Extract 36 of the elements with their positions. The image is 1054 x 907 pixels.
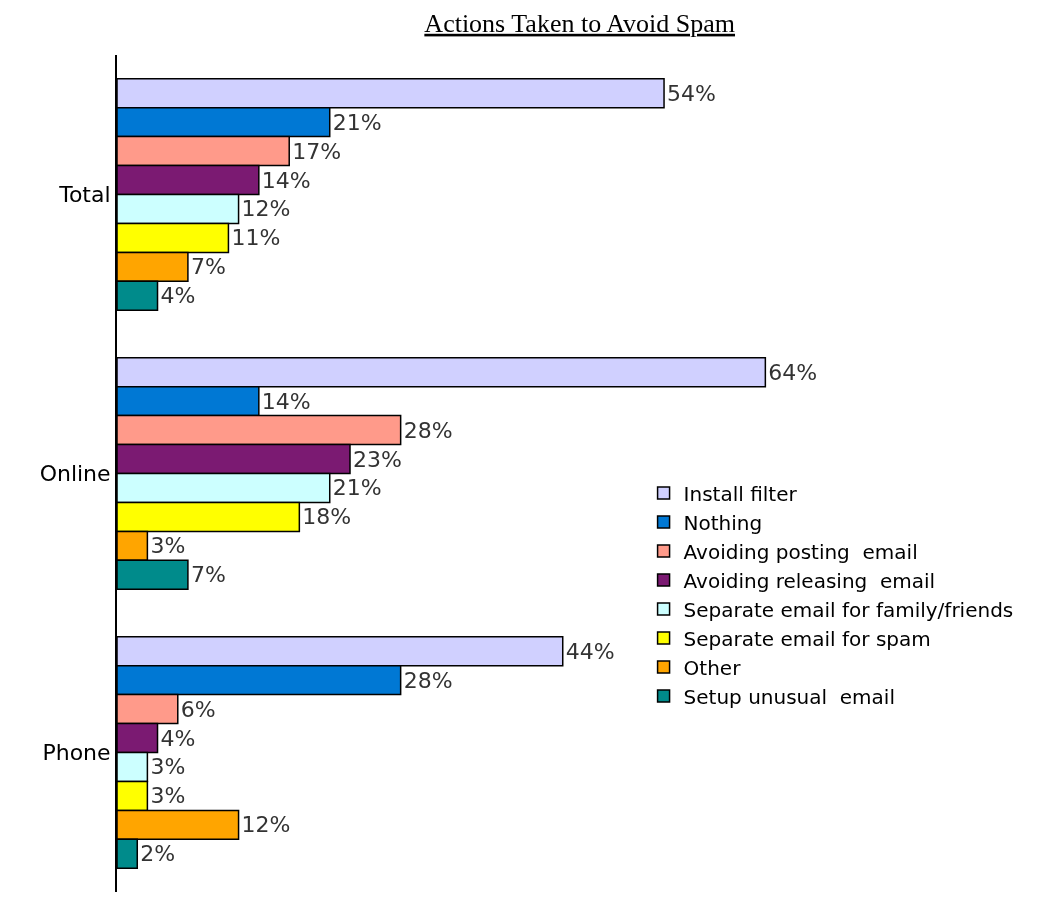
data-label: 7% xyxy=(190,254,226,280)
data-label: 11% xyxy=(231,225,281,251)
legend-label: Separate email for spam xyxy=(683,626,931,651)
data-label: 54% xyxy=(667,80,716,106)
data-label: 14% xyxy=(261,167,311,193)
data-label: 3% xyxy=(150,533,186,559)
data-label: 17% xyxy=(292,138,342,164)
data-label: 3% xyxy=(150,754,186,780)
data-label: 23% xyxy=(353,446,402,472)
data-label: 3% xyxy=(150,783,186,809)
data-label: 12% xyxy=(241,196,291,222)
legend-label: Other xyxy=(683,655,742,680)
data-label: 64% xyxy=(768,359,818,385)
data-label: 4% xyxy=(160,725,196,751)
data-label: 14% xyxy=(261,388,311,414)
chart-title: Actions Taken to Avoid Spam xyxy=(424,8,736,38)
data-label: 21% xyxy=(332,475,382,501)
data-label: 6% xyxy=(180,696,216,722)
legend-label: Install filter xyxy=(683,481,798,506)
legend-label: Separate email for family/friends xyxy=(683,597,1014,622)
data-label: 2% xyxy=(140,841,176,867)
data-label: 7% xyxy=(190,562,226,588)
data-label: 28% xyxy=(403,417,453,443)
y-tick-label: Total xyxy=(58,182,111,208)
data-label: 44% xyxy=(565,638,615,664)
legend-label: Avoiding releasing email xyxy=(683,568,936,593)
legend-label: Nothing xyxy=(683,510,763,535)
y-tick-label: Phone xyxy=(42,740,111,766)
data-label: 28% xyxy=(403,667,453,693)
legend-label: Setup unusual email xyxy=(683,684,895,709)
data-label: 12% xyxy=(241,812,291,838)
y-tick-label: Online xyxy=(39,461,111,487)
data-label: 21% xyxy=(332,109,382,135)
data-label: 4% xyxy=(160,283,196,309)
legend-label: Avoiding posting email xyxy=(683,539,918,564)
data-label: 18% xyxy=(302,504,352,530)
